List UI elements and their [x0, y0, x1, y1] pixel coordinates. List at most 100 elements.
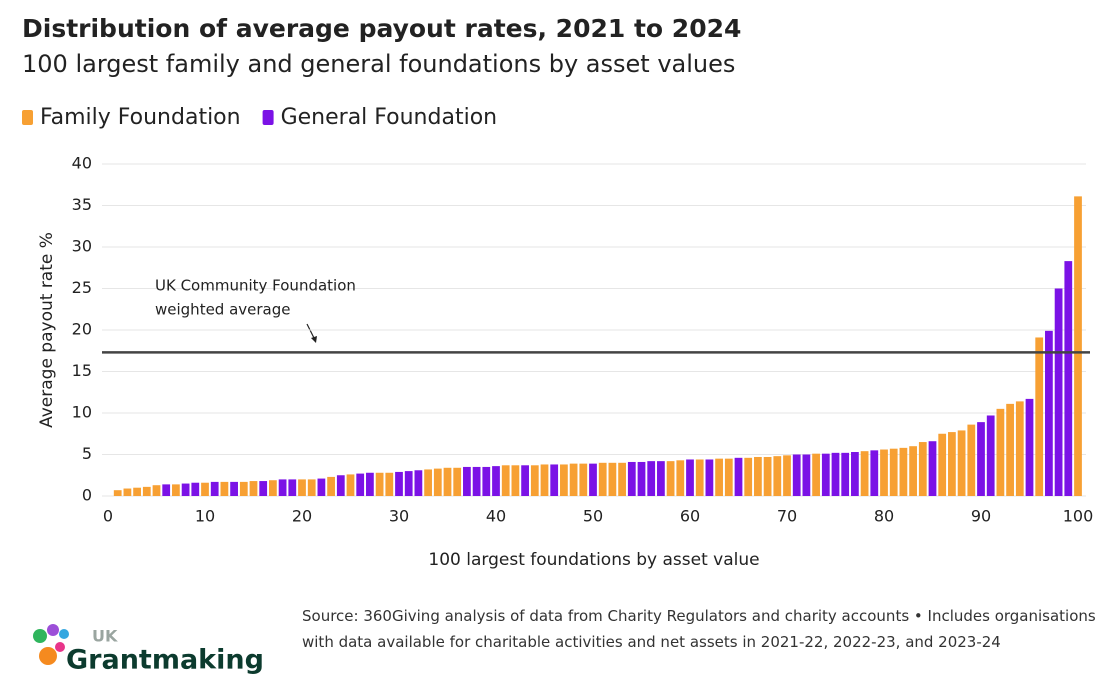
bar — [395, 471, 403, 496]
bar — [133, 487, 141, 496]
bar — [715, 458, 723, 496]
chart-subtitle: 100 largest family and general foundatio… — [22, 50, 735, 78]
bar — [366, 472, 374, 496]
bar — [346, 474, 355, 496]
bar — [201, 482, 209, 496]
bar — [880, 449, 888, 496]
legend-label: General Foundation — [281, 105, 498, 130]
logo-dot — [33, 629, 47, 643]
bar — [792, 454, 801, 496]
bar — [317, 478, 326, 496]
bar — [996, 408, 1005, 496]
bar — [113, 490, 122, 496]
bar — [181, 483, 190, 496]
bar — [928, 441, 937, 496]
bar — [889, 448, 898, 496]
bar — [821, 453, 830, 496]
bar — [986, 415, 995, 496]
logo: UK Grantmaking — [33, 624, 264, 676]
bar — [540, 464, 549, 496]
bar — [569, 463, 578, 496]
bar — [385, 472, 394, 496]
bar — [608, 462, 617, 496]
bar — [172, 484, 180, 496]
bar — [220, 481, 229, 496]
bar — [627, 461, 636, 496]
bar — [860, 451, 869, 496]
y-tick-label: 30 — [72, 237, 92, 256]
bar — [589, 463, 597, 496]
bar — [686, 459, 694, 496]
x-tick-label: 30 — [389, 507, 409, 526]
x-tick-label: 90 — [971, 507, 991, 526]
logo-dot — [39, 647, 57, 665]
bar — [191, 482, 200, 496]
y-tick-label: 20 — [72, 320, 92, 339]
bar — [1035, 337, 1044, 496]
bar — [1064, 261, 1073, 496]
bar — [851, 452, 859, 496]
logo-dot — [47, 624, 59, 636]
bar — [327, 476, 335, 496]
x-tick-label: 0 — [103, 507, 113, 526]
bar — [618, 462, 626, 496]
bar — [288, 479, 297, 496]
bar — [414, 470, 423, 496]
bar — [162, 484, 171, 496]
bar — [1015, 401, 1024, 496]
y-tick-label: 10 — [72, 403, 92, 422]
bar — [336, 475, 345, 496]
bar — [948, 432, 956, 496]
x-tick-label: 70 — [777, 507, 797, 526]
bar — [957, 430, 966, 496]
bar — [1045, 330, 1053, 496]
bar — [356, 473, 365, 496]
y-tick-label: 15 — [72, 361, 92, 380]
bar — [424, 469, 432, 496]
bar — [695, 459, 704, 496]
bar — [375, 472, 384, 496]
bar — [977, 422, 985, 496]
bar — [1025, 398, 1034, 496]
bar — [1006, 403, 1014, 496]
legend-swatch — [22, 110, 33, 125]
y-tick-label: 5 — [82, 444, 92, 463]
y-tick-label: 40 — [72, 154, 92, 173]
bar — [269, 480, 277, 496]
bar — [278, 479, 287, 496]
chart-title: Distribution of average payout rates, 20… — [22, 14, 741, 43]
bar — [598, 462, 607, 496]
bar — [530, 465, 539, 496]
x-tick-label: 100 — [1063, 507, 1094, 526]
logo-small: UK — [92, 627, 118, 646]
legend-label: Family Foundation — [40, 105, 241, 130]
bar — [812, 453, 820, 496]
y-tick-label: 35 — [72, 195, 92, 214]
bar — [404, 471, 413, 496]
bar — [433, 468, 442, 496]
bar — [210, 481, 219, 496]
bar — [472, 466, 481, 496]
bar — [783, 455, 791, 496]
logo-dot — [55, 642, 65, 652]
bar — [841, 452, 850, 496]
bar — [550, 464, 559, 496]
bar — [705, 459, 714, 496]
annotation-arrowhead — [311, 336, 317, 343]
bar — [307, 479, 316, 496]
bar — [754, 456, 762, 496]
bar — [579, 463, 588, 496]
bar — [443, 467, 452, 496]
bar — [230, 481, 238, 496]
bar — [637, 461, 646, 496]
bar — [831, 452, 840, 496]
x-axis-label: 100 largest foundations by asset value — [428, 550, 759, 570]
logo-dot — [59, 629, 69, 639]
bar — [249, 481, 258, 496]
bar — [152, 485, 161, 496]
bar — [511, 465, 520, 496]
bar — [763, 456, 772, 496]
bar — [298, 479, 306, 496]
